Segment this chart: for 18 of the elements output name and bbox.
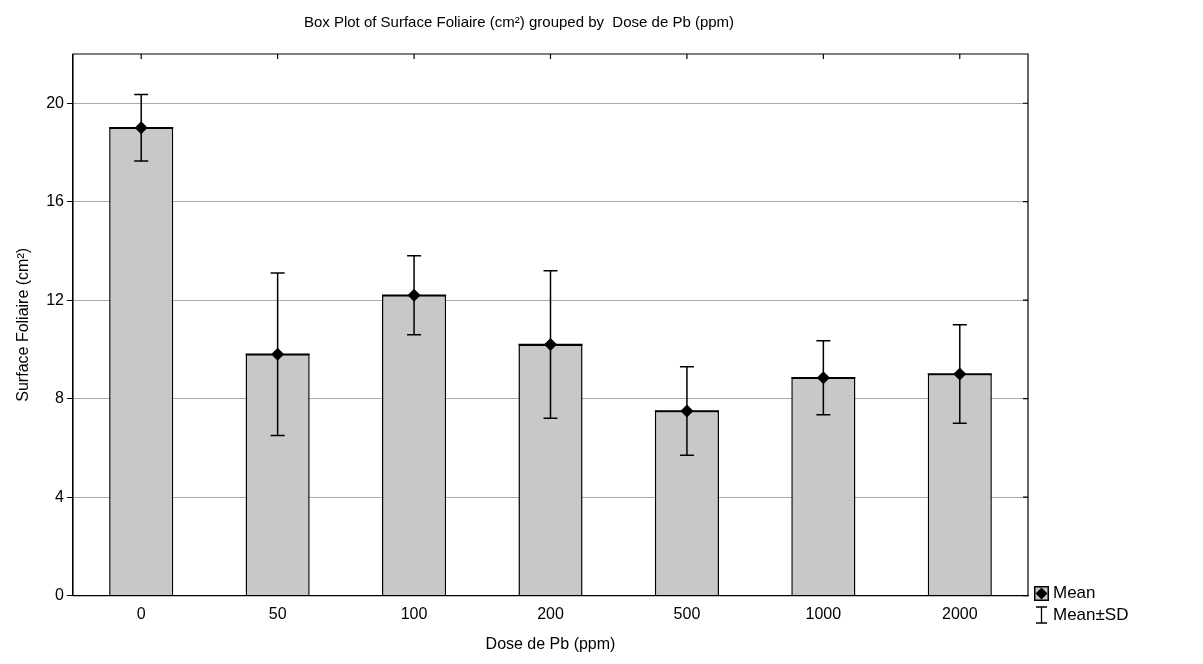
text: Mean±SD: [1053, 604, 1129, 626]
x-axis-title: Dose de Pb (ppm): [485, 634, 616, 652]
x-tick-label: 500: [673, 604, 701, 622]
y-tick-label: 12: [46, 290, 65, 308]
y-tick-label: 0: [55, 586, 65, 604]
y-tick-label: 20: [46, 93, 65, 111]
x-tick-label: 0: [136, 604, 146, 622]
x-tick-label: 50: [268, 604, 287, 622]
legend-label: Mean: [1053, 582, 1096, 604]
x-tick-label: 200: [537, 604, 564, 622]
y-tick-label: 16: [46, 192, 65, 210]
x-tick-label: 100: [400, 604, 428, 622]
y-tick-label: 4: [55, 487, 65, 505]
y-tick-label: 8: [55, 389, 65, 407]
chart-title: Box Plot of Surface Foliaire (cm²) grouped by Dose de Pb (ppm): [303, 13, 735, 31]
x-tick-label: 1000: [805, 604, 842, 622]
y-axis-title: Surface Foliaire (cm²): [14, 247, 32, 402]
x-tick-label: 2000: [941, 604, 978, 622]
